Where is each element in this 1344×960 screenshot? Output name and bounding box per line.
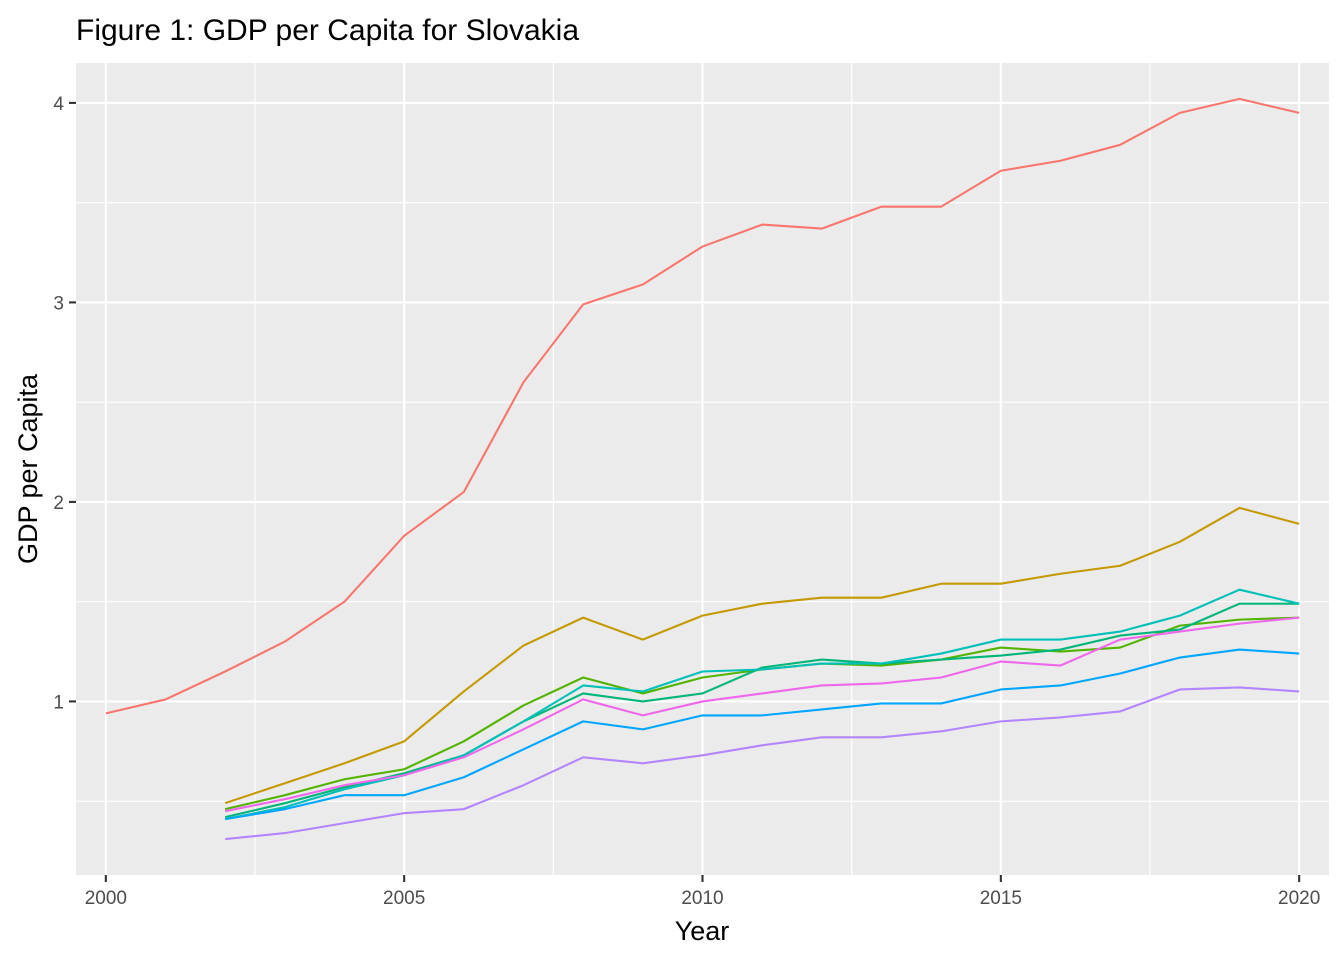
y-axis-title: GDP per Capita [13, 373, 43, 564]
x-tick-label-3: 2015 [980, 888, 1022, 909]
series-line-7 [225, 686, 1300, 841]
x-tick-label-1: 2005 [383, 888, 425, 909]
y-tick-label-1: 2 [53, 493, 64, 514]
major-gridlines [76, 63, 1329, 875]
y-tick-label-0: 1 [53, 692, 64, 713]
y-tick-label-3: 4 [53, 94, 64, 115]
series-line-2 [224, 506, 1300, 805]
x-tick-label-4: 2020 [1278, 888, 1320, 909]
series-line-8 [224, 616, 1300, 813]
x-tick-label-0: 2000 [85, 888, 127, 909]
series-line-1 [105, 97, 1300, 715]
x-axis-title: Year [675, 916, 730, 946]
series-line-6 [224, 648, 1300, 821]
x-axis: 2000 2005 2010 2015 2020 [85, 875, 1320, 909]
y-tick-label-2: 3 [53, 293, 64, 314]
series-lines [105, 97, 1300, 841]
y-axis: 1 2 3 4 [53, 94, 76, 713]
x-tick-label-2: 2010 [681, 888, 723, 909]
series-line-4 [224, 602, 1300, 819]
chart-title: Figure 1: GDP per Capita for Slovakia [76, 14, 579, 47]
